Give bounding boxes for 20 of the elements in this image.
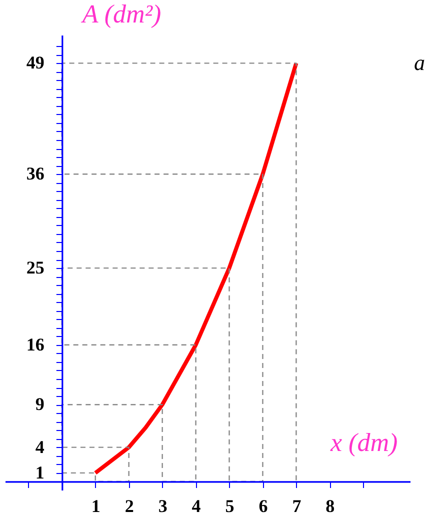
x-tick-label: 6 bbox=[258, 496, 268, 516]
line-series bbox=[93, 61, 298, 475]
y-tick-label: 25 bbox=[26, 258, 44, 278]
y-tick-label: 9 bbox=[35, 394, 44, 414]
y-tick-label: 4 bbox=[35, 436, 44, 457]
y-tick-label: 1 bbox=[35, 462, 44, 482]
y-tick-label: 36 bbox=[26, 164, 44, 184]
text: a bbox=[414, 50, 425, 75]
y-axis-title: A (dm²) bbox=[80, 0, 162, 28]
x-tick-label: 3 bbox=[158, 496, 168, 516]
line-series bbox=[61, 62, 297, 482]
x-tick-label: 4 bbox=[192, 496, 201, 516]
x-tick-label: 2 bbox=[124, 496, 134, 516]
x-axis-title: x (dm) bbox=[330, 428, 398, 457]
x-tick-label: 7 bbox=[292, 496, 302, 516]
x-tick-label: 5 bbox=[225, 496, 234, 516]
y-tick-label: 16 bbox=[26, 334, 44, 354]
x-tick-label: 8 bbox=[326, 496, 335, 516]
x-tick-label: 1 bbox=[91, 496, 100, 516]
y-tick-label: 49 bbox=[26, 52, 44, 73]
